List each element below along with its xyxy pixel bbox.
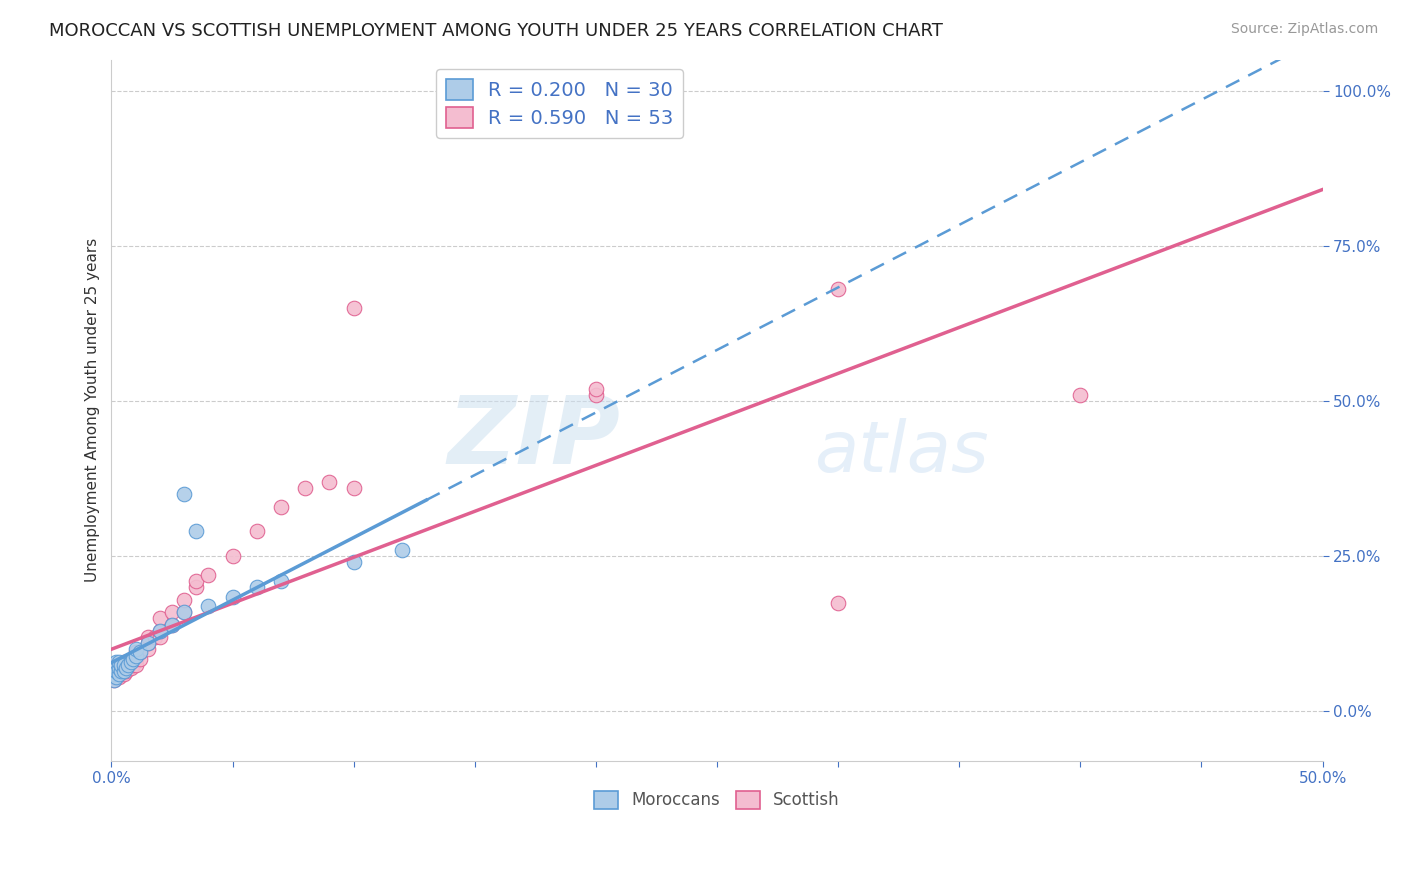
Point	[103, 673, 125, 688]
Point	[110, 667, 132, 681]
Point	[1069, 388, 1091, 402]
Point	[149, 630, 172, 644]
Point	[160, 617, 183, 632]
Point	[197, 599, 219, 613]
Point	[270, 574, 292, 588]
Point	[827, 282, 849, 296]
Point	[120, 661, 142, 675]
Point	[173, 487, 195, 501]
Point	[107, 667, 129, 681]
Point	[197, 567, 219, 582]
Point	[110, 657, 132, 672]
Point	[129, 645, 152, 659]
Point	[112, 655, 135, 669]
Point	[186, 574, 208, 588]
Y-axis label: Unemployment Among Youth under 25 years: Unemployment Among Youth under 25 years	[86, 238, 100, 582]
Point	[120, 655, 142, 669]
Point	[103, 661, 125, 675]
Point	[160, 617, 183, 632]
Point	[585, 388, 607, 402]
Point	[143, 630, 166, 644]
Point	[136, 642, 159, 657]
Point	[149, 624, 172, 638]
Point	[103, 667, 125, 681]
Point	[117, 655, 139, 669]
Point	[246, 524, 269, 539]
Point	[105, 655, 128, 669]
Point	[117, 661, 139, 675]
Point	[112, 657, 135, 672]
Point	[103, 673, 125, 688]
Point	[136, 636, 159, 650]
Point	[112, 667, 135, 681]
Point	[129, 651, 152, 665]
Point	[107, 661, 129, 675]
Point	[110, 664, 132, 678]
Point	[122, 651, 145, 665]
Point	[343, 556, 366, 570]
Point	[270, 500, 292, 514]
Point	[129, 645, 152, 659]
Legend: Moroccans, Scottish: Moroccans, Scottish	[588, 784, 846, 816]
Point	[105, 657, 128, 672]
Point	[105, 670, 128, 684]
Point	[105, 664, 128, 678]
Point	[391, 543, 413, 558]
Point	[103, 661, 125, 675]
Point	[122, 651, 145, 665]
Point	[160, 605, 183, 619]
Point	[149, 611, 172, 625]
Text: ZIP: ZIP	[447, 392, 620, 484]
Point	[107, 661, 129, 675]
Point	[115, 657, 138, 672]
Point	[318, 475, 340, 489]
Text: atlas: atlas	[814, 418, 988, 487]
Point	[246, 580, 269, 594]
Point	[110, 657, 132, 672]
Point	[124, 642, 146, 657]
Point	[107, 664, 129, 678]
Point	[343, 301, 366, 315]
Point	[186, 524, 208, 539]
Point	[124, 648, 146, 663]
Point	[173, 592, 195, 607]
Point	[221, 549, 243, 564]
Point	[107, 670, 129, 684]
Point	[136, 636, 159, 650]
Point	[117, 657, 139, 672]
Point	[105, 670, 128, 684]
Point	[221, 590, 243, 604]
Point	[173, 605, 195, 619]
Point	[115, 661, 138, 675]
Point	[115, 664, 138, 678]
Point	[124, 651, 146, 665]
Point	[103, 667, 125, 681]
Point	[124, 645, 146, 659]
Point	[136, 630, 159, 644]
Point	[122, 657, 145, 672]
Point	[124, 657, 146, 672]
Point	[112, 664, 135, 678]
Point	[173, 605, 195, 619]
Point	[107, 655, 129, 669]
Point	[186, 580, 208, 594]
Point	[294, 481, 316, 495]
Point	[149, 624, 172, 638]
Point	[105, 667, 128, 681]
Text: Source: ZipAtlas.com: Source: ZipAtlas.com	[1230, 22, 1378, 37]
Point	[110, 664, 132, 678]
Point	[103, 670, 125, 684]
Point	[112, 664, 135, 678]
Text: MOROCCAN VS SCOTTISH UNEMPLOYMENT AMONG YOUTH UNDER 25 YEARS CORRELATION CHART: MOROCCAN VS SCOTTISH UNEMPLOYMENT AMONG …	[49, 22, 943, 40]
Point	[827, 596, 849, 610]
Point	[343, 481, 366, 495]
Point	[120, 655, 142, 669]
Point	[105, 664, 128, 678]
Point	[585, 382, 607, 396]
